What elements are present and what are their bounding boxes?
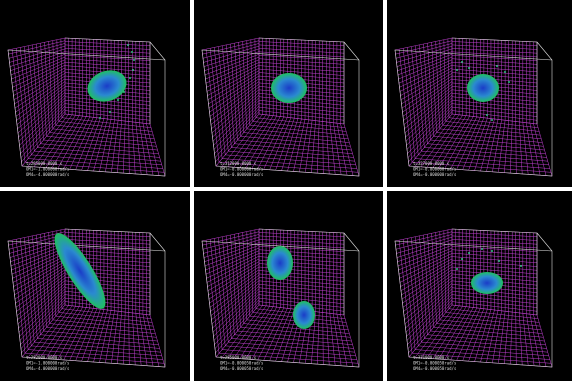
particle [123, 91, 125, 93]
grid-wall [202, 229, 259, 357]
particle [99, 117, 101, 119]
particle [498, 260, 500, 262]
info-line: OM4=-0.000000rad/s [413, 172, 457, 177]
particle [491, 119, 493, 121]
grid-wall [395, 38, 452, 166]
particle [491, 250, 493, 252]
particle [456, 268, 458, 270]
info-line: t=282000.0000 s [26, 355, 63, 360]
info-line: OM4=-0.000050rad/s [413, 366, 457, 371]
info-line: t=285000.0000 s [26, 161, 63, 166]
sim-panel: t=285000.0000 sOM1=-1.000000rad/sOM4=-4.… [0, 0, 190, 187]
info-line: OM4=-4.000000rad/s [26, 172, 70, 177]
info-line: OM1=-0.000000rad/s [220, 167, 264, 172]
particle [132, 69, 134, 71]
particle [461, 61, 463, 63]
particle [496, 65, 498, 67]
sim-panel: t=327000.0000 sOM1=-0.000000rad/sOM4=-0.… [387, 0, 572, 187]
info-line: OM4=-0.000050rad/s [220, 366, 264, 371]
info-line: OM4=-0.000000rad/s [220, 172, 264, 177]
grid-wall [202, 38, 259, 166]
particle [127, 44, 129, 46]
particle [456, 69, 458, 71]
info-line: t=321000.0000 s [413, 355, 450, 360]
blob [267, 246, 293, 280]
sim-panel: t=321000.0000 sOM1=-0.000050rad/sOM4=-0.… [387, 191, 572, 381]
info-line: OM1=-0.000000rad/s [413, 167, 457, 172]
particle [117, 99, 119, 101]
sim-panel: t=312000.0000 sOM1=-0.000000rad/sOM4=-0.… [194, 0, 383, 187]
particle [109, 111, 111, 113]
blob [471, 272, 503, 294]
particle [131, 51, 133, 53]
grid-wall [395, 229, 452, 357]
particle [520, 265, 522, 267]
sim-panel: t=285000.0000 sOM1=-0.000050rad/sOM4=-0.… [194, 191, 383, 381]
particle [508, 81, 510, 83]
info-line: OM4=-4.000000rad/s [26, 366, 70, 371]
info-line: OM1=-1.000000rad/s [26, 167, 70, 172]
info-line: OM1=-1.000000rad/s [26, 361, 70, 366]
grid-wall [452, 229, 537, 315]
grid-wall [8, 38, 65, 166]
blob [271, 73, 307, 103]
info-line: OM1=-0.000050rad/s [220, 361, 264, 366]
info-line: t=327000.0000 s [413, 161, 450, 166]
sim-panel: t=282000.0000 sOM1=-1.000000rad/sOM4=-4.… [0, 191, 190, 381]
particle [133, 59, 135, 61]
particle [486, 114, 488, 116]
info-line: t=285000.0000 s [220, 355, 257, 360]
particle [504, 71, 506, 73]
particle [468, 67, 470, 69]
particle [481, 248, 483, 250]
info-line: t=312000.0000 s [220, 161, 257, 166]
screenshot-grid: t=285000.0000 sOM1=-1.000000rad/sOM4=-4.… [0, 0, 572, 381]
blob [467, 74, 499, 102]
particle [461, 258, 463, 260]
particle [129, 77, 131, 79]
blob [83, 65, 131, 107]
blob [293, 301, 315, 329]
info-line: OM1=-0.000050rad/s [413, 361, 457, 366]
particle [468, 252, 470, 254]
